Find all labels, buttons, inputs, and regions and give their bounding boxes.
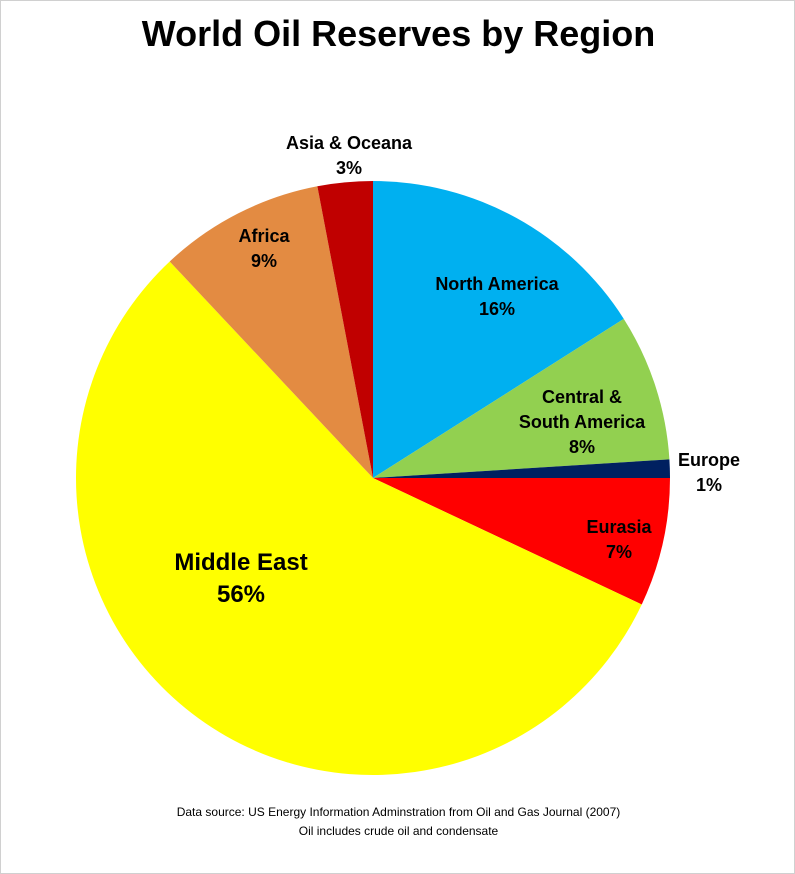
slice-value-label: 8%	[568, 437, 596, 457]
slice-label: Eurasia	[586, 517, 652, 537]
pie-slice	[169, 186, 373, 478]
slice-value-label: 3%	[335, 158, 363, 178]
slice-label: North America	[435, 274, 559, 294]
slice-label: Europe	[677, 450, 741, 470]
slice-label: Africa	[238, 226, 290, 246]
pie-slice	[373, 181, 624, 478]
slice-value-label: 7%	[605, 542, 633, 562]
slice-value-label: 1%	[695, 475, 723, 495]
slice-label: Middle East	[174, 549, 308, 576]
slice-value-label: 16%	[478, 299, 516, 319]
pie-slice	[373, 478, 670, 605]
slice-label: Central & South America	[518, 387, 646, 432]
slice-value-label: 9%	[250, 251, 278, 271]
pie-slice	[373, 318, 670, 478]
pie-slice	[76, 261, 642, 775]
source-note: Data source: US Energy Information Admin…	[176, 805, 621, 819]
chart-title: World Oil Reserves by Region	[141, 13, 656, 54]
pie-slice	[373, 459, 670, 478]
pie-slice	[317, 181, 373, 478]
slice-value-label: 56%	[216, 581, 266, 608]
slice-label: Asia & Oceana	[285, 133, 413, 153]
note: Oil includes crude oil and condensate	[298, 824, 499, 838]
